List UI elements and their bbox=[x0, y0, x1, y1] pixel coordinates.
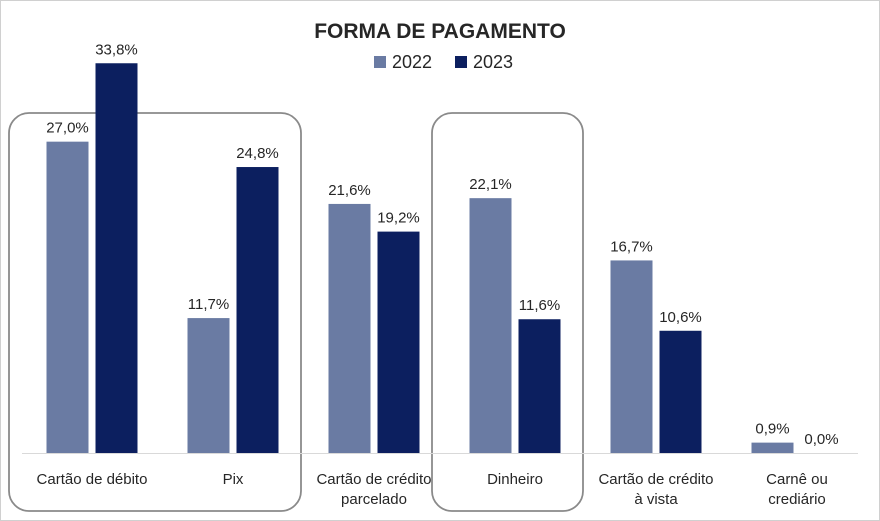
data-label-2022-5: 0,9% bbox=[755, 421, 789, 438]
data-label-2022-1: 11,7% bbox=[188, 296, 229, 313]
data-label-2023-3: 11,6% bbox=[519, 297, 560, 314]
data-label-2023-2: 19,2% bbox=[377, 210, 420, 227]
category-label-3-0: Dinheiro bbox=[487, 471, 543, 488]
legend-label-2022: 2022 bbox=[392, 52, 432, 72]
bar-2023-0 bbox=[95, 63, 138, 454]
bar-2022-1 bbox=[187, 318, 230, 453]
chart-title: FORMA DE PAGAMENTO bbox=[314, 20, 566, 43]
bar-2023-1 bbox=[236, 167, 279, 454]
data-label-2022-2: 21,6% bbox=[328, 182, 371, 199]
bar-2022-0 bbox=[46, 141, 89, 454]
category-label-5-1: crediário bbox=[768, 491, 826, 508]
category-label-2-1: parcelado bbox=[341, 491, 407, 508]
bar-2023-3 bbox=[518, 319, 561, 453]
category-label-0-0: Cartão de débito bbox=[37, 471, 148, 488]
data-label-2022-0: 27,0% bbox=[46, 120, 89, 137]
bar-2022-2 bbox=[328, 203, 371, 453]
bar-2022-4 bbox=[610, 260, 653, 453]
legend-label-2023: 2023 bbox=[473, 52, 513, 72]
bar-2022-5 bbox=[751, 442, 794, 453]
data-label-2022-3: 22,1% bbox=[469, 176, 512, 193]
highlight-box-2 bbox=[431, 112, 584, 512]
highlight-box-1 bbox=[8, 112, 302, 512]
data-label-2023-1: 24,8% bbox=[236, 145, 279, 162]
legend-swatch-2023 bbox=[455, 56, 467, 68]
legend: 2022 2023 bbox=[374, 52, 513, 72]
data-label-2023-4: 10,6% bbox=[659, 309, 702, 326]
category-label-1-0: Pix bbox=[223, 471, 244, 488]
category-label-5-0: Carnê ou bbox=[766, 471, 828, 488]
category-label-4-1: à vista bbox=[634, 491, 678, 508]
category-label-2-0: Cartão de crédito bbox=[316, 471, 431, 488]
bar-2023-2 bbox=[377, 231, 420, 453]
bar-2023-4 bbox=[659, 330, 702, 453]
data-label-2023-5: 0,0% bbox=[804, 431, 838, 448]
bar-2022-3 bbox=[469, 198, 512, 453]
data-label-2023-0: 33,8% bbox=[95, 41, 138, 58]
legend-swatch-2022 bbox=[374, 56, 386, 68]
data-label-2022-4: 16,7% bbox=[610, 238, 653, 255]
category-label-4-0: Cartão de crédito bbox=[598, 471, 713, 488]
